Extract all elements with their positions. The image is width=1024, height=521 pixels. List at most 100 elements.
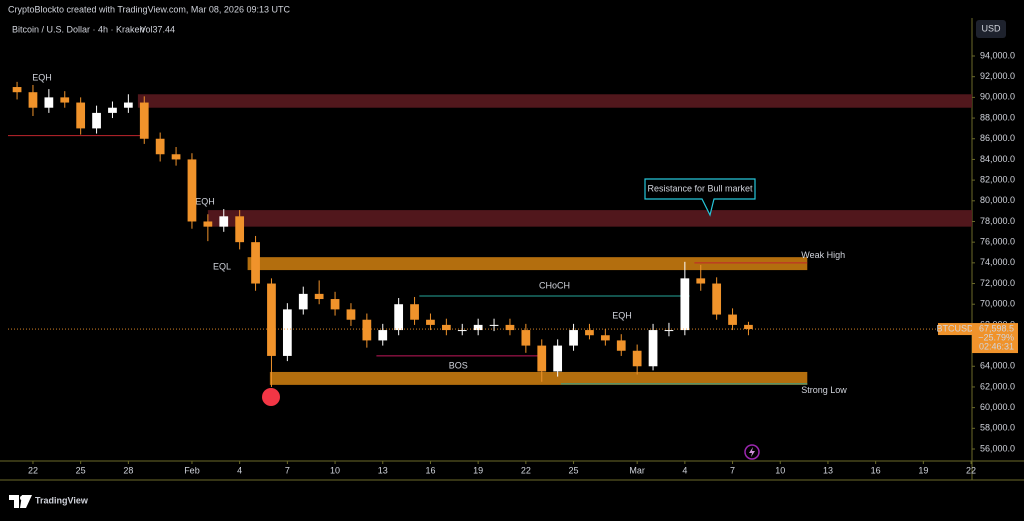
y-tick-label: 74,000.0 (980, 257, 1015, 267)
callout-text: Resistance for Bull market (647, 183, 753, 193)
price-tag-change: −25.79% (978, 332, 1014, 342)
currency[interactable]: USD (981, 23, 1001, 33)
zone (137, 94, 973, 108)
candle-body (648, 330, 658, 367)
y-tick-label: 80,000.0 (980, 195, 1015, 205)
candle-body (187, 159, 197, 222)
candle-body (473, 324, 483, 331)
x-tick-label: 16 (871, 465, 881, 475)
y-tick-label: 70,000.0 (980, 299, 1015, 309)
y-tick-label: 90,000.0 (980, 92, 1015, 102)
x-tick-label: 19 (918, 465, 928, 475)
x-tick-label: 4 (682, 465, 687, 475)
y-tick-label: 72,000.0 (980, 278, 1015, 288)
level-label: Strong Low (801, 385, 847, 395)
candle-body (537, 345, 547, 372)
candle-body (728, 314, 737, 325)
low-marker (262, 388, 280, 406)
candle-body (155, 138, 165, 155)
candle-body (330, 299, 340, 310)
zone (247, 257, 808, 271)
currency-box[interactable] (976, 20, 1006, 38)
y-tick-label: 78,000.0 (980, 216, 1015, 226)
candle-body (235, 216, 245, 243)
y-tick-label: 94,000.0 (980, 50, 1015, 60)
price-tag-price: 67,598.5 (979, 323, 1014, 333)
candle-body (203, 221, 213, 227)
candle-body (569, 330, 578, 346)
candle-body (394, 304, 404, 331)
x-tick-label: 10 (775, 465, 785, 475)
candle-body (76, 102, 86, 129)
candle-body (44, 97, 54, 108)
candle-body (123, 102, 133, 108)
x-tick-label: 22 (521, 465, 531, 475)
y-tick-label: 76,000.0 (980, 237, 1015, 247)
x-tick-label: 16 (425, 465, 435, 475)
level-label: CHoCH (539, 280, 570, 290)
candle-body (600, 335, 610, 341)
y-tick-label: 60,000.0 (980, 402, 1015, 412)
brand: TradingView (35, 495, 89, 505)
y-tick-label: 82,000.0 (980, 174, 1015, 184)
candle-body (521, 330, 531, 346)
x-tick-label: Mar (629, 465, 645, 475)
level-label: BOS (449, 360, 468, 370)
price-tag-symbol-box (938, 323, 972, 336)
x-tick-label: 22 (966, 465, 976, 475)
x-tick-label: 25 (569, 465, 579, 475)
candle-body (60, 97, 70, 103)
zone (207, 210, 972, 227)
candle-body (489, 324, 499, 326)
structure-label: EQH (32, 72, 52, 82)
candle-body (505, 324, 515, 331)
structure-label: EQL (213, 261, 231, 271)
logo: TradingView (9, 495, 89, 508)
candle-body (171, 154, 181, 160)
price-tag-countdown: 02:46:31 (979, 341, 1014, 351)
candle-body (441, 324, 451, 331)
price-tag-box (972, 323, 1018, 354)
x-tick-label: 19 (473, 465, 483, 475)
zone (269, 371, 808, 385)
structure-label: EQH (612, 310, 632, 320)
alert-icon-bolt (749, 447, 755, 457)
candle-body (92, 112, 101, 129)
candle-body (28, 92, 38, 108)
x-tick-label: 13 (378, 465, 388, 475)
x-tick-label: 25 (76, 465, 86, 475)
x-tick-label: 22 (28, 465, 38, 475)
candle-body (251, 242, 260, 284)
candle-body (712, 283, 722, 315)
x-tick-label: 13 (823, 465, 833, 475)
volume: Vol37.44 (140, 24, 175, 34)
y-tick-label: 64,000.0 (980, 361, 1015, 371)
candle-body (282, 309, 292, 356)
plot: BOS CHoCH Strong Low Weak High EQH EQH EQL EQH (8, 72, 973, 395)
x-tick-label: 10 (330, 465, 340, 475)
x-tick-label: Feb (184, 465, 200, 475)
credit: CryptoBlockto created with TradingView.c… (8, 4, 290, 14)
y-tick-label: 86,000.0 (980, 133, 1015, 143)
price-tag-symbol: BTCUSD (936, 323, 974, 333)
candle-body (108, 107, 117, 113)
candle-body (410, 304, 419, 320)
candle-body (680, 278, 690, 331)
level-label: Weak High (801, 250, 845, 260)
candle-body (585, 330, 594, 336)
candle-body (664, 330, 674, 332)
callout: Resistance for Bull market (644, 178, 756, 217)
alert-icon[interactable] (744, 444, 760, 460)
candle-body (219, 216, 229, 227)
candle-body (457, 330, 467, 332)
x-tick-label: 4 (237, 465, 242, 475)
candle-body (12, 87, 22, 93)
y-tick-label: 58,000.0 (980, 423, 1015, 433)
x-tick-label: 28 (123, 465, 133, 475)
candle-body (314, 293, 324, 300)
callout-box (644, 178, 756, 217)
candle-body (267, 283, 276, 356)
candle-body (553, 345, 563, 372)
